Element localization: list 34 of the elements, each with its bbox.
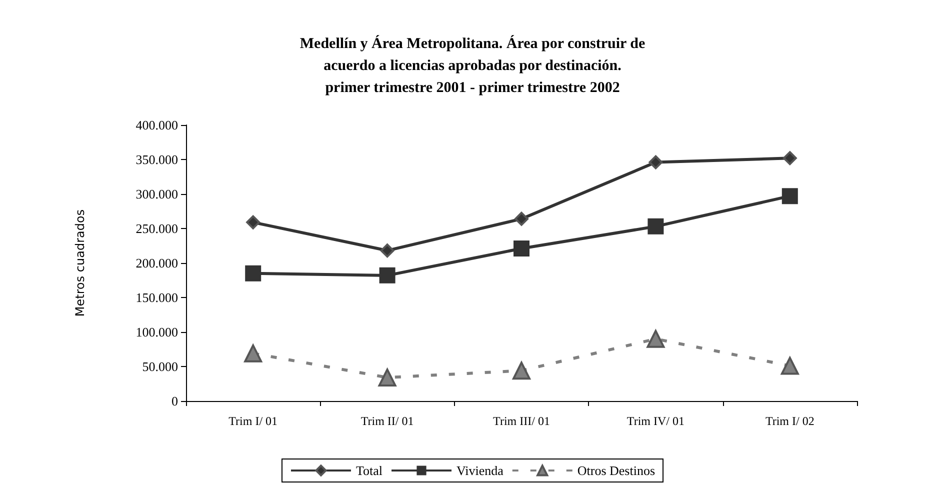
point	[379, 267, 396, 284]
y-axis-title: Metros cuadrados	[73, 209, 87, 317]
point	[246, 215, 260, 230]
legend-label: Vivienda	[456, 463, 504, 478]
point	[244, 344, 262, 362]
point	[782, 151, 797, 166]
point	[514, 240, 530, 257]
y-tick-label: 150.000	[136, 290, 178, 305]
y-tick-label: 300.000	[136, 186, 178, 202]
point	[245, 265, 262, 282]
point	[646, 330, 665, 348]
point	[648, 218, 664, 234]
y-tick-label: 250.000	[136, 221, 178, 236]
y-tick-label: 400.000	[136, 118, 178, 132]
x-tick-label: Trim I/ 02	[765, 414, 814, 428]
y-tick-label: 100.000	[136, 324, 178, 340]
y-tick-label: 200.000	[136, 256, 178, 270]
chart-title: Medellín y Área Metropolitana. Área por construir de acuerdo a licencias aprobadas por destinación. primer trimestre 2001 - primer trimestre 2002	[300, 35, 646, 96]
point	[780, 356, 799, 375]
x-tick-label: Trim III/ 01	[493, 414, 550, 428]
point	[512, 362, 530, 380]
x-tick-label: Trim I/ 01	[228, 414, 278, 428]
point	[514, 212, 528, 226]
legend-label: Total	[356, 463, 383, 478]
x-tick-label: Trim II/ 01	[360, 414, 414, 428]
legend-label: Otros Destinos	[577, 463, 656, 478]
y-tick-label: 50.000	[142, 359, 178, 374]
point	[380, 244, 394, 258]
y-tick-label: 0	[172, 394, 178, 408]
x-tick-label: Trim IV/ 01	[626, 414, 684, 428]
point	[378, 368, 396, 387]
point	[782, 188, 798, 204]
point	[648, 155, 663, 170]
y-tick-label: 350.000	[136, 152, 178, 167]
